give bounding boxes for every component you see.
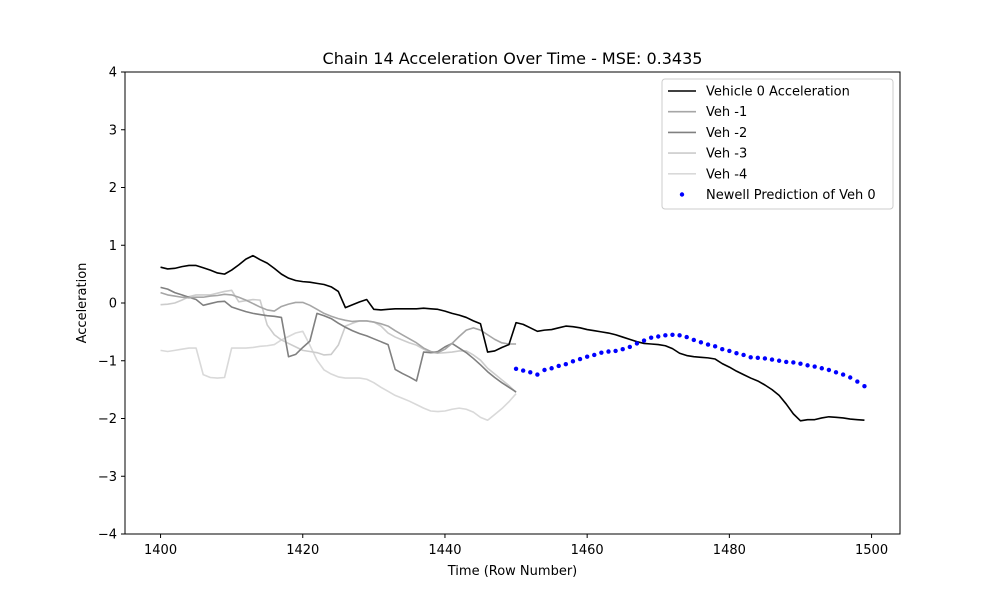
prediction-point	[698, 340, 704, 345]
legend-box	[661, 78, 894, 210]
prediction-point	[520, 368, 526, 373]
prediction-point	[577, 356, 583, 362]
prediction-point	[670, 332, 675, 337]
y-axis-label: Acceleration	[75, 263, 90, 344]
series-layer	[160, 254, 867, 422]
prediction-point	[833, 370, 839, 375]
prediction-point	[840, 372, 846, 377]
series-newell-prediction-of-veh-0	[513, 332, 867, 389]
y-tick-label: 4	[109, 66, 117, 81]
prediction-point	[677, 333, 682, 338]
prediction-point	[712, 344, 718, 349]
prediction-point	[570, 359, 576, 364]
series-line-veh-4	[160, 330, 517, 422]
prediction-point	[755, 355, 760, 361]
x-tick-label: 1460	[571, 543, 604, 558]
y-tick-label: 3	[109, 123, 117, 138]
prediction-point	[549, 366, 554, 371]
prediction-point	[599, 350, 604, 355]
y-tick-label: 0	[109, 297, 117, 312]
y-tick-label: −2	[98, 412, 117, 427]
prediction-point	[592, 352, 597, 358]
prediction-point	[584, 354, 590, 359]
legend-label-veh-3: Veh -3	[706, 147, 747, 162]
prediction-point	[542, 367, 547, 373]
series-line-veh-3	[160, 289, 517, 394]
x-tick-label: 1440	[428, 543, 461, 558]
prediction-point	[535, 372, 540, 377]
prediction-point	[784, 359, 789, 365]
chart-title: Chain 14 Acceleration Over Time - MSE: 0…	[323, 49, 703, 68]
y-tick-label: 1	[109, 239, 117, 254]
prediction-point	[634, 341, 640, 346]
prediction-point	[620, 347, 625, 352]
prediction-point	[819, 366, 824, 371]
prediction-point	[826, 367, 832, 373]
prediction-point	[563, 362, 569, 367]
legend: Vehicle 0 Acceleration Veh -1 Veh -2 Veh -3…	[661, 78, 894, 210]
prediction-point	[776, 358, 782, 363]
prediction-point	[855, 379, 860, 384]
x-tick-label: 1500	[855, 543, 888, 558]
prediction-point	[748, 355, 753, 360]
y-tick-label: −4	[98, 528, 117, 543]
x-axis-label: Time (Row Number)	[447, 564, 577, 579]
prediction-point	[606, 349, 611, 354]
prediction-point	[762, 356, 768, 361]
x-tick-label: 1400	[144, 543, 177, 558]
prediction-point	[684, 334, 689, 340]
x-tick-label: 1420	[286, 543, 319, 558]
prediction-point	[727, 348, 732, 354]
series-line-veh-1	[160, 291, 517, 354]
prediction-point	[663, 333, 668, 338]
prediction-point	[848, 375, 853, 380]
prediction-point	[862, 383, 867, 389]
legend-label-veh-1: Veh -1	[706, 105, 747, 120]
y-tick-label: −1	[98, 354, 117, 369]
legend-marker-newell-prediction-of-veh-0	[679, 192, 685, 197]
prediction-point	[812, 364, 817, 369]
prediction-point	[613, 348, 618, 354]
prediction-point	[656, 334, 661, 339]
legend-label-veh-2: Veh -2	[706, 126, 747, 141]
prediction-point	[798, 361, 803, 366]
prediction-point	[734, 351, 739, 356]
prediction-point	[691, 337, 697, 343]
prediction-point	[641, 338, 647, 343]
prediction-point	[805, 363, 810, 368]
prediction-point	[627, 344, 633, 350]
prediction-point	[705, 342, 711, 347]
prediction-point	[556, 363, 561, 369]
prediction-point	[648, 335, 654, 340]
legend-label-vehicle-0-acceleration: Vehicle 0 Acceleration	[706, 85, 850, 100]
prediction-point	[528, 370, 533, 375]
prediction-point	[720, 347, 725, 352]
prediction-point	[513, 366, 519, 372]
prediction-point	[791, 360, 796, 365]
series-line-veh-2	[160, 286, 517, 393]
series-line-vehicle-0-acceleration	[160, 254, 865, 422]
x-tick-label: 1480	[713, 543, 746, 558]
prediction-point	[769, 357, 775, 362]
y-tick-label: 2	[109, 181, 117, 196]
y-tick-label: −3	[98, 470, 117, 485]
prediction-point	[741, 352, 746, 358]
plot-area-frame	[124, 71, 901, 535]
legend-label-veh-4: Veh -4	[706, 167, 747, 182]
legend-label-newell-prediction-of-veh-0: Newell Prediction of Veh 0	[706, 188, 876, 203]
ticks-layer: 1400 1420 1440 1460 1480 1500 −4 −3 −2 −1 0 1 2 3 4	[98, 66, 888, 559]
